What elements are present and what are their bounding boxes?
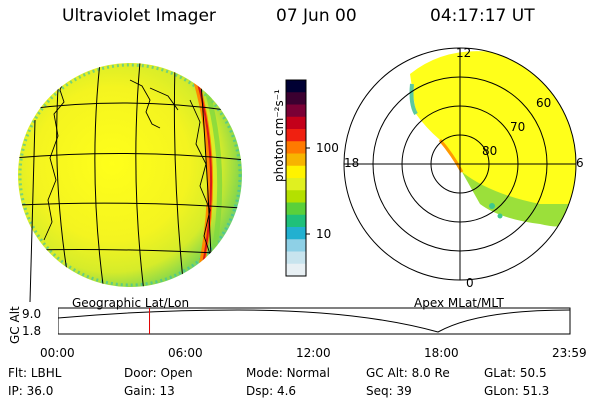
colorbar-stripe bbox=[286, 129, 306, 142]
mlt-label-18: 18 bbox=[344, 156, 360, 170]
timeline-plot bbox=[58, 307, 571, 335]
colorbar-tick-100: 100 bbox=[316, 141, 339, 155]
lat-label-60: 60 bbox=[536, 96, 552, 110]
colorbar-stripe bbox=[286, 214, 306, 228]
instrument-title: Ultraviolet Imager bbox=[62, 6, 216, 26]
time-label: 04:17:17 UT bbox=[430, 6, 535, 26]
info-mode: Mode: Normal bbox=[246, 366, 330, 380]
colorbar-tick-10: 10 bbox=[316, 227, 332, 241]
lat-label-70: 70 bbox=[510, 120, 526, 134]
colorbar-stripe bbox=[286, 263, 306, 277]
info-ip: IP: 36.0 bbox=[8, 384, 54, 398]
colorbar-stripe bbox=[286, 153, 306, 167]
info-gc-alt: GC Alt: 8.0 Re bbox=[366, 366, 450, 380]
timeline-axis-label: GC Alt bbox=[8, 306, 22, 344]
timeline-xtick-1200: 12:00 bbox=[296, 346, 331, 360]
timeline-xtick-1800: 18:00 bbox=[424, 346, 459, 360]
colorbar-stripe bbox=[286, 239, 306, 252]
colorbar-stripe bbox=[286, 116, 306, 130]
colorbar-stripe bbox=[286, 251, 306, 265]
geographic-caption: Geographic Lat/Lon bbox=[72, 296, 190, 310]
mlt-label-0: 0 bbox=[466, 276, 474, 290]
colorbar bbox=[285, 79, 310, 277]
info-dsp: Dsp: 4.6 bbox=[246, 384, 297, 398]
timeline-xtick-0000: 00:00 bbox=[40, 346, 75, 360]
colorbar-stripe bbox=[286, 80, 306, 93]
colorbar-stripe bbox=[286, 190, 306, 203]
colorbar-stripe bbox=[286, 104, 306, 118]
colorbar-stripe bbox=[286, 227, 306, 240]
mlt-label-6: 6 bbox=[576, 156, 584, 170]
info-flt: Flt: LBHL bbox=[8, 366, 62, 380]
mlt-label-12: 12 bbox=[456, 46, 472, 60]
colorbar-stripe bbox=[286, 165, 306, 179]
info-seq: Seq: 39 bbox=[366, 384, 412, 398]
timeline-xtick-2359: 23:59 bbox=[552, 346, 587, 360]
colorbar-stripe bbox=[286, 92, 306, 105]
colorbar-stripes bbox=[286, 80, 306, 277]
lat-label-80: 80 bbox=[482, 144, 498, 158]
timeline-xtick-0600: 06:00 bbox=[168, 346, 203, 360]
polar-plot bbox=[343, 47, 577, 281]
info-glat: GLat: 50.5 bbox=[484, 366, 547, 380]
timeline-ytick-low: 1.8 bbox=[22, 324, 42, 338]
colorbar-stripe bbox=[286, 202, 306, 216]
info-glon: GLon: 51.3 bbox=[484, 384, 550, 398]
info-gain: Gain: 13 bbox=[124, 384, 175, 398]
apex-caption: Apex MLat/MLT bbox=[414, 296, 504, 310]
info-door: Door: Open bbox=[124, 366, 193, 380]
colorbar-stripe bbox=[286, 178, 306, 191]
colorbar-unit-label: photon cm⁻²s⁻¹ bbox=[272, 89, 286, 182]
date-label: 07 Jun 00 bbox=[276, 6, 357, 26]
geographic-image bbox=[18, 63, 242, 302]
colorbar-stripe bbox=[286, 141, 306, 154]
timeline-ytick-high: 9.0 bbox=[22, 307, 42, 321]
